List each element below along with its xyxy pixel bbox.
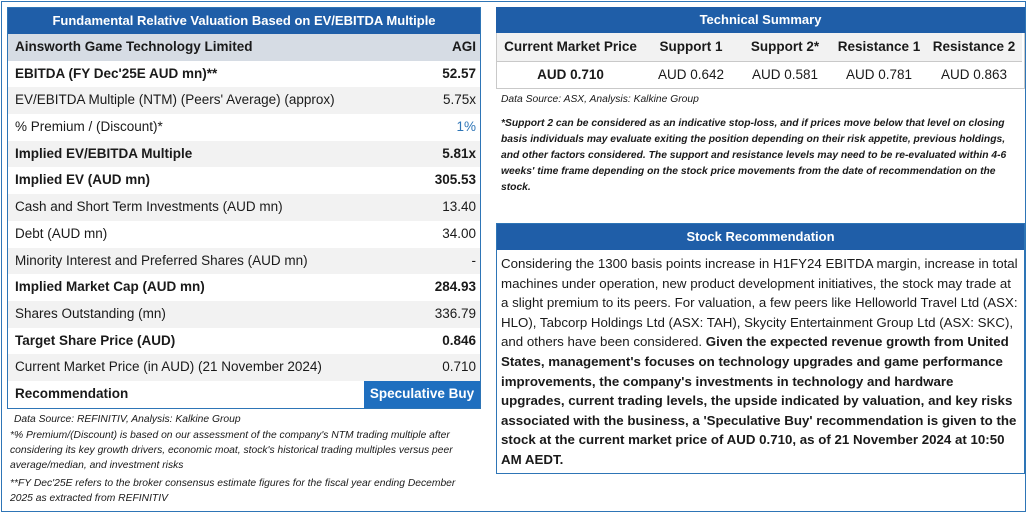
row-label: EBITDA (FY Dec'25E AUD mn)** [15, 65, 218, 81]
row-value: 13.40 [442, 199, 476, 215]
table-row: Implied EV (AUD mn) 305.53 [8, 167, 480, 194]
technical-title: Technical Summary [496, 7, 1025, 33]
technical-summary: Technical Summary Current Market Price A… [496, 7, 1029, 89]
table-row: Shares Outstanding (mn) 336.79 [8, 300, 480, 328]
row-value: 52.57 [442, 65, 476, 81]
technical-table: Current Market Price AUD 0.710 Support 1… [496, 33, 1025, 89]
row-value: 336.79 [434, 305, 476, 321]
row-label: Implied Market Cap (AUD mn) [15, 279, 205, 295]
row-label: Implied EV/EBITDA Multiple [15, 145, 193, 161]
tech-column: Support 2* AUD 0.581 [738, 33, 832, 88]
tech-value: AUD 0.581 [738, 62, 832, 88]
recommendation-badge: Speculative Buy [364, 380, 480, 408]
row-value: 0.710 [442, 359, 476, 375]
tech-column: Current Market Price AUD 0.710 [497, 33, 644, 88]
tech-column: Resistance 2 AUD 0.863 [926, 33, 1022, 88]
company-ticker: AGI [451, 39, 476, 54]
row-value: 284.93 [434, 279, 476, 295]
valuation-notes: Data Source: REFINITIV, Analysis: Kalkin… [10, 412, 480, 506]
technical-source: Data Source: ASX, Analysis: Kalkine Grou… [501, 94, 699, 105]
support-footnote: *Support 2 can be considered as an indic… [501, 118, 1007, 193]
row-label: Cash and Short Term Investments (AUD mn) [15, 199, 283, 215]
table-row: Current Market Price (in AUD) (21 Novemb… [8, 354, 480, 381]
stock-recommendation: Stock Recommendation Considering the 130… [496, 223, 1025, 474]
recommendation-body: Considering the 1300 basis points increa… [497, 250, 1024, 470]
row-label: Current Market Price (in AUD) (21 Novemb… [15, 359, 322, 375]
recommendation-text: Considering the 1300 basis points increa… [501, 256, 1018, 350]
tech-value: AUD 0.642 [644, 62, 738, 88]
row-label: Minority Interest and Preferred Shares (… [15, 252, 308, 268]
row-value: 5.81x [442, 145, 476, 161]
tech-value: AUD 0.710 [497, 62, 644, 88]
recommendation-title: Stock Recommendation [497, 224, 1024, 250]
row-value: 5.75x [442, 92, 476, 108]
row-value: 305.53 [434, 172, 476, 188]
fy-footnote: **FY Dec'25E refers to the broker consen… [10, 478, 456, 504]
company-row: Ainsworth Game Technology Limited AGI [8, 34, 480, 61]
row-value: 34.00 [442, 225, 476, 241]
valuation-source: Data Source: REFINITIV, Analysis: Kalkin… [14, 414, 241, 425]
row-label: Debt (AUD mn) [15, 225, 108, 241]
table-row: Debt (AUD mn) 34.00 [8, 221, 480, 248]
table-row: Implied EV/EBITDA Multiple 5.81x [8, 140, 480, 168]
tech-header: Support 1 [644, 33, 738, 62]
table-row: EV/EBITDA Multiple (NTM) (Peers' Average… [8, 87, 480, 115]
tech-header: Current Market Price [497, 33, 644, 62]
tech-header: Support 2* [738, 33, 832, 62]
table-row: Target Share Price (AUD) 0.846 [8, 328, 480, 355]
premium-footnote: *% Premium/(Discount) is based on our as… [10, 430, 453, 471]
table-row: % Premium / (Discount)* 1% [8, 114, 480, 141]
table-row: Implied Market Cap (AUD mn) 284.93 [8, 274, 480, 301]
row-label: Shares Outstanding (mn) [15, 305, 166, 321]
recommendation-label: Recommendation [15, 385, 129, 401]
row-value: 0.846 [442, 332, 476, 348]
company-name: Ainsworth Game Technology Limited [15, 39, 253, 54]
tech-column: Resistance 1 AUD 0.781 [832, 33, 926, 88]
row-value: - [471, 252, 477, 268]
row-label: EV/EBITDA Multiple (NTM) (Peers' Average… [15, 92, 335, 108]
row-value: 1% [456, 119, 476, 135]
table-row: Cash and Short Term Investments (AUD mn)… [8, 194, 480, 221]
table-row: Minority Interest and Preferred Shares (… [8, 247, 480, 275]
tech-header: Resistance 1 [832, 33, 926, 62]
tech-value: AUD 0.863 [926, 62, 1022, 88]
tech-value: AUD 0.781 [832, 62, 926, 88]
recommendation-text-bold: Given the expected revenue growth from U… [501, 334, 1017, 467]
row-label: Target Share Price (AUD) [15, 332, 176, 348]
tech-header: Resistance 2 [926, 33, 1022, 62]
table-row: EBITDA (FY Dec'25E AUD mn)** 52.57 [8, 61, 480, 88]
valuation-title: Fundamental Relative Valuation Based on … [8, 8, 480, 34]
tech-column: Support 1 AUD 0.642 [644, 33, 738, 88]
recommendation-row: Recommendation Speculative Buy [8, 380, 480, 408]
valuation-table: Fundamental Relative Valuation Based on … [7, 7, 481, 409]
row-label: Implied EV (AUD mn) [15, 172, 151, 188]
row-label: % Premium / (Discount)* [15, 119, 163, 135]
